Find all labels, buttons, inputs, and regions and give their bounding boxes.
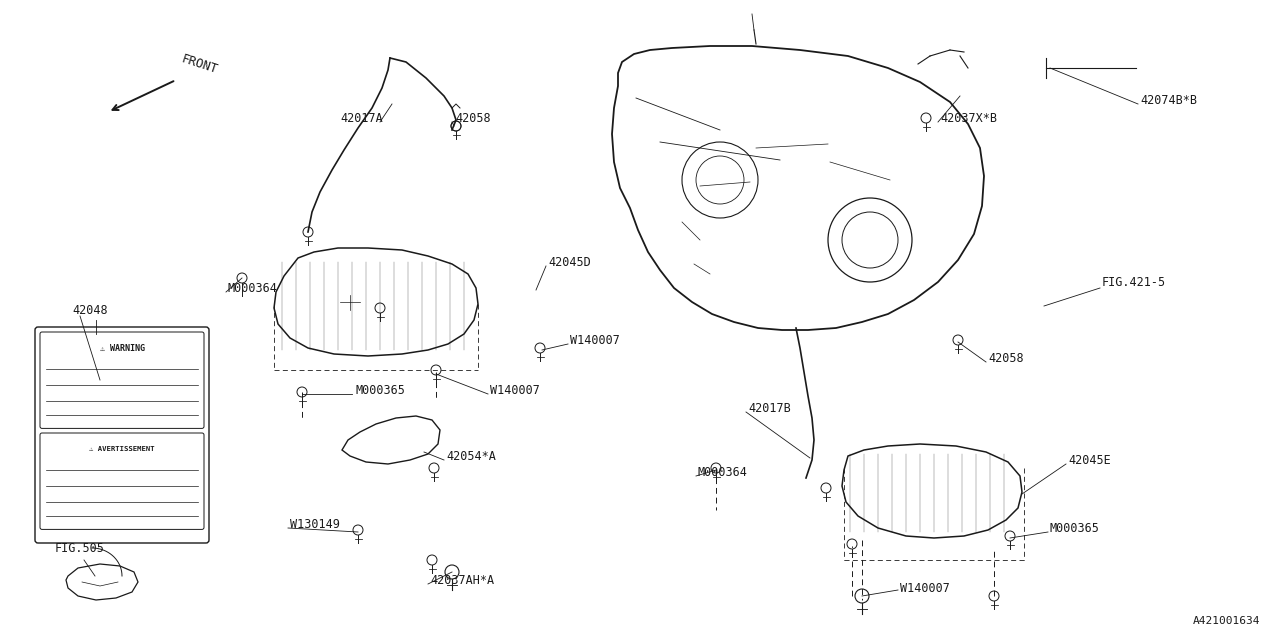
Text: ⚠ WARNING: ⚠ WARNING [100,344,145,353]
Text: 42017A: 42017A [340,111,383,125]
Text: W130149: W130149 [291,518,340,531]
Text: M000365: M000365 [355,383,404,397]
Text: M000364: M000364 [228,282,278,294]
Text: W140007: W140007 [900,582,950,595]
Text: M000365: M000365 [1050,522,1100,534]
Text: A421001634: A421001634 [1193,616,1260,626]
Text: W140007: W140007 [490,383,540,397]
Text: 42045E: 42045E [1068,454,1111,467]
Text: 42037X*B: 42037X*B [940,111,997,125]
Text: FIG.505: FIG.505 [55,541,105,554]
Text: W140007: W140007 [570,333,620,346]
Text: FRONT: FRONT [180,52,220,76]
Text: 42037AH*A: 42037AH*A [430,573,494,586]
Text: 42054*A: 42054*A [445,449,495,463]
Text: 42058: 42058 [988,351,1024,365]
Text: 42045D: 42045D [548,255,591,269]
Text: FIG.421-5: FIG.421-5 [1102,275,1166,289]
Text: ⚠ AVERTISSEMENT: ⚠ AVERTISSEMENT [90,446,155,452]
Text: 42074B*B: 42074B*B [1140,93,1197,106]
Text: 42058: 42058 [454,111,490,125]
Text: 42048: 42048 [72,303,108,317]
Text: M000364: M000364 [698,465,748,479]
Text: 42017B: 42017B [748,401,791,415]
